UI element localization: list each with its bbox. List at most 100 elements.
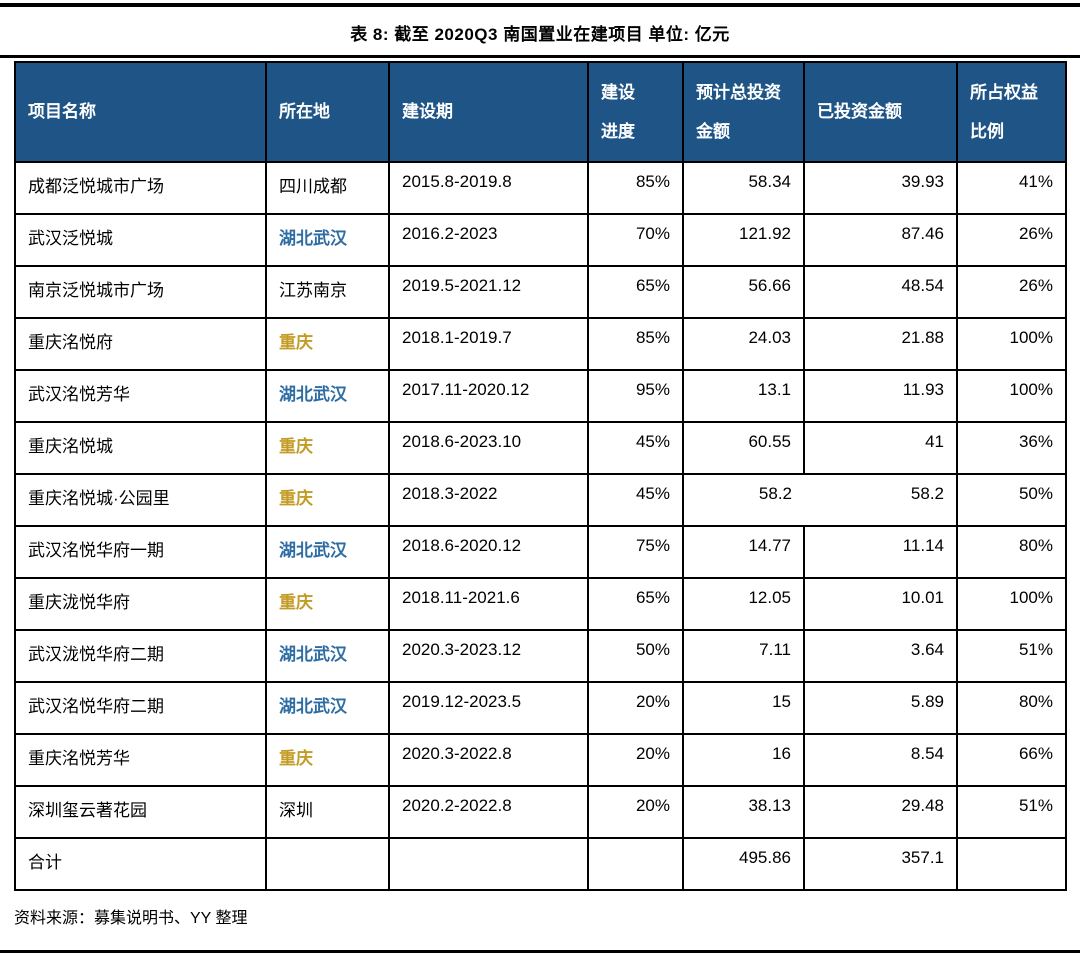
header-invested: 已投资金额	[803, 61, 958, 163]
location-cell	[265, 837, 390, 891]
invested-cell: 39.93	[803, 161, 958, 215]
source-note: 资料来源：募集说明书、YY 整理	[14, 910, 248, 927]
projects-table: 项目名称 所在地 建设期 建设 进度 预计总投资 金额 已投资金额 所占权益 比…	[14, 61, 1067, 891]
table-row: 武汉泛悦城 湖北武汉 2016.2-2023 70% 121.92 87.46 26%	[14, 213, 1067, 267]
equity-cell: 100%	[956, 369, 1067, 423]
project-name-cell: 武汉泛悦城	[14, 213, 267, 267]
progress-cell: 45%	[587, 473, 684, 527]
equity-cell: 50%	[956, 473, 1067, 527]
invested-cell: 41	[803, 421, 958, 475]
progress-cell	[587, 837, 684, 891]
invested-cell: 8.54	[803, 733, 958, 787]
equity-cell: 26%	[956, 265, 1067, 319]
table-row: 合计 495.86 357.1	[14, 837, 1067, 891]
progress-cell: 85%	[587, 317, 684, 371]
table-row: 武汉洺悦华府二期 湖北武汉 2019.12-2023.5 20% 15 5.89 80%	[14, 681, 1067, 735]
invested-cell: 87.46	[803, 213, 958, 267]
header-progress: 建设 进度	[587, 61, 684, 163]
invested-cell: 21.88	[803, 317, 958, 371]
total-invest-cell: 15	[682, 681, 805, 735]
project-name-cell: 重庆洺悦芳华	[14, 733, 267, 787]
total-invest-cell: 121.92	[682, 213, 805, 267]
location-cell: 湖北武汉	[265, 525, 390, 579]
header-total-invest: 预计总投资 金额	[682, 61, 805, 163]
equity-cell: 36%	[956, 421, 1067, 475]
period-cell: 2018.6-2023.10	[388, 421, 589, 475]
total-invest-cell: 56.66	[682, 265, 805, 319]
invested-cell: 5.89	[803, 681, 958, 735]
table-row: 深圳玺云著花园 深圳 2020.2-2022.8 20% 38.13 29.48 51%	[14, 785, 1067, 839]
header-equity-ratio: 所占权益 比例	[956, 61, 1067, 163]
project-name-cell: 武汉洺悦华府二期	[14, 681, 267, 735]
location-cell: 江苏南京	[265, 265, 390, 319]
project-name-cell: 重庆洺悦城	[14, 421, 267, 475]
project-name-cell: 重庆泷悦华府	[14, 577, 267, 631]
project-name-cell: 重庆洺悦府	[14, 317, 267, 371]
project-name-cell: 合计	[14, 837, 267, 891]
progress-cell: 20%	[587, 785, 684, 839]
total-invest-cell: 58.34	[682, 161, 805, 215]
period-cell: 2020.3-2022.8	[388, 733, 589, 787]
equity-cell: 100%	[956, 577, 1067, 631]
period-cell: 2018.3-2022	[388, 473, 589, 527]
equity-cell: 41%	[956, 161, 1067, 215]
location-cell: 湖北武汉	[265, 681, 390, 735]
total-invest-cell: 58.2	[682, 473, 804, 527]
total-invest-cell: 60.55	[682, 421, 805, 475]
project-name-cell: 重庆洺悦城·公园里	[14, 473, 267, 527]
table-row: 重庆洺悦芳华 重庆 2020.3-2022.8 20% 16 8.54 66%	[14, 733, 1067, 787]
table-header: 项目名称 所在地 建设期 建设 进度 预计总投资 金额 已投资金额 所占权益 比…	[14, 61, 1067, 163]
equity-cell: 51%	[956, 629, 1067, 683]
invested-cell: 357.1	[803, 837, 958, 891]
period-cell: 2015.8-2019.8	[388, 161, 589, 215]
location-cell: 重庆	[265, 577, 390, 631]
header-location: 所在地	[265, 61, 390, 163]
invested-cell: 29.48	[803, 785, 958, 839]
location-cell: 重庆	[265, 473, 390, 527]
project-name-cell: 南京泛悦城市广场	[14, 265, 267, 319]
table-row: 重庆洺悦府 重庆 2018.1-2019.7 85% 24.03 21.88 100%	[14, 317, 1067, 371]
invested-cell: 3.64	[803, 629, 958, 683]
location-cell: 湖北武汉	[265, 629, 390, 683]
invested-cell: 11.93	[803, 369, 958, 423]
top-rule	[0, 3, 1080, 7]
invested-cell: 11.14	[803, 525, 958, 579]
equity-cell: 66%	[956, 733, 1067, 787]
header-row: 项目名称 所在地 建设期 建设 进度 预计总投资 金额 已投资金额 所占权益 比…	[14, 61, 1067, 163]
total-invest-cell: 14.77	[682, 525, 805, 579]
period-cell: 2019.12-2023.5	[388, 681, 589, 735]
period-cell	[388, 837, 589, 891]
table-row: 成都泛悦城市广场 四川成都 2015.8-2019.8 85% 58.34 39.93 41…	[14, 161, 1067, 215]
progress-cell: 75%	[587, 525, 684, 579]
equity-cell: 80%	[956, 681, 1067, 735]
total-invest-cell: 12.05	[682, 577, 805, 631]
equity-cell: 80%	[956, 525, 1067, 579]
location-cell: 重庆	[265, 421, 390, 475]
location-cell: 重庆	[265, 733, 390, 787]
equity-cell: 100%	[956, 317, 1067, 371]
project-name-cell: 深圳玺云著花园	[14, 785, 267, 839]
progress-cell: 70%	[587, 213, 684, 267]
total-invest-cell: 13.1	[682, 369, 805, 423]
total-invest-cell: 7.11	[682, 629, 805, 683]
location-cell: 深圳	[265, 785, 390, 839]
project-name-cell: 武汉洺悦芳华	[14, 369, 267, 423]
header-period: 建设期	[388, 61, 589, 163]
total-invest-cell: 38.13	[682, 785, 805, 839]
invested-cell: 10.01	[803, 577, 958, 631]
bottom-rule	[0, 950, 1080, 953]
table-top-rule	[0, 55, 1080, 58]
progress-cell: 95%	[587, 369, 684, 423]
progress-cell: 20%	[587, 681, 684, 735]
period-cell: 2020.3-2023.12	[388, 629, 589, 683]
total-invest-cell: 495.86	[682, 837, 805, 891]
period-cell: 2018.6-2020.12	[388, 525, 589, 579]
invested-cell: 48.54	[803, 265, 958, 319]
equity-cell: 51%	[956, 785, 1067, 839]
table-row: 重庆洺悦城·公园里 重庆 2018.3-2022 45% 58.2 58.2 50%	[14, 473, 1067, 527]
progress-cell: 85%	[587, 161, 684, 215]
location-cell: 湖北武汉	[265, 369, 390, 423]
period-cell: 2020.2-2022.8	[388, 785, 589, 839]
table-row: 武汉洺悦华府一期 湖北武汉 2018.6-2020.12 75% 14.77 11.14 8…	[14, 525, 1067, 579]
table-row: 武汉泷悦华府二期 湖北武汉 2020.3-2023.12 50% 7.11 3.64 51%	[14, 629, 1067, 683]
